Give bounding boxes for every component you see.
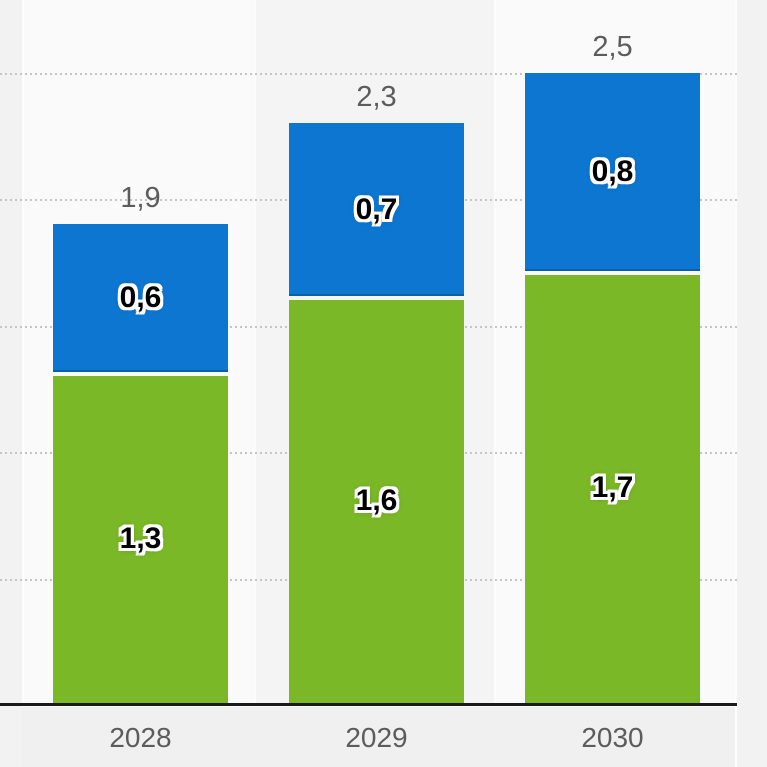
segment-value-label-blue-2030: 0,8 bbox=[591, 155, 634, 188]
segment-value-label-green-2030: 1,7 bbox=[591, 471, 634, 504]
bar-segment-blue-2028 bbox=[53, 224, 228, 372]
x-axis-label-2028: 2028 bbox=[109, 722, 172, 753]
bar-segment-green-2030 bbox=[525, 275, 700, 705]
total-value-label-2030: 2,5 bbox=[592, 31, 633, 63]
bar-segment-blue-2030 bbox=[525, 73, 700, 271]
segment-value-label-blue-2028: 0,6 bbox=[119, 281, 162, 314]
segment-value-label-blue-2029: 0,7 bbox=[355, 193, 398, 226]
bar-segment-blue-2029 bbox=[289, 123, 464, 296]
segment-value-label-green-2029: 1,6 bbox=[355, 484, 398, 517]
x-axis-footer-band bbox=[22, 707, 735, 767]
segment-value-label-green-2028: 1,3 bbox=[119, 522, 162, 555]
x-axis-baseline bbox=[0, 703, 737, 706]
x-axis-label-2030: 2030 bbox=[581, 722, 644, 753]
bar-segment-green-2028 bbox=[53, 376, 228, 705]
total-value-label-2029: 2,3 bbox=[356, 81, 397, 113]
gridline-2.5 bbox=[0, 73, 737, 75]
bar-segment-green-2029 bbox=[289, 300, 464, 705]
right-margin-strip bbox=[735, 0, 767, 767]
x-axis-label-2029: 2029 bbox=[345, 722, 408, 753]
left-margin-strip bbox=[0, 0, 24, 767]
total-value-label-2028: 1,9 bbox=[120, 182, 161, 214]
